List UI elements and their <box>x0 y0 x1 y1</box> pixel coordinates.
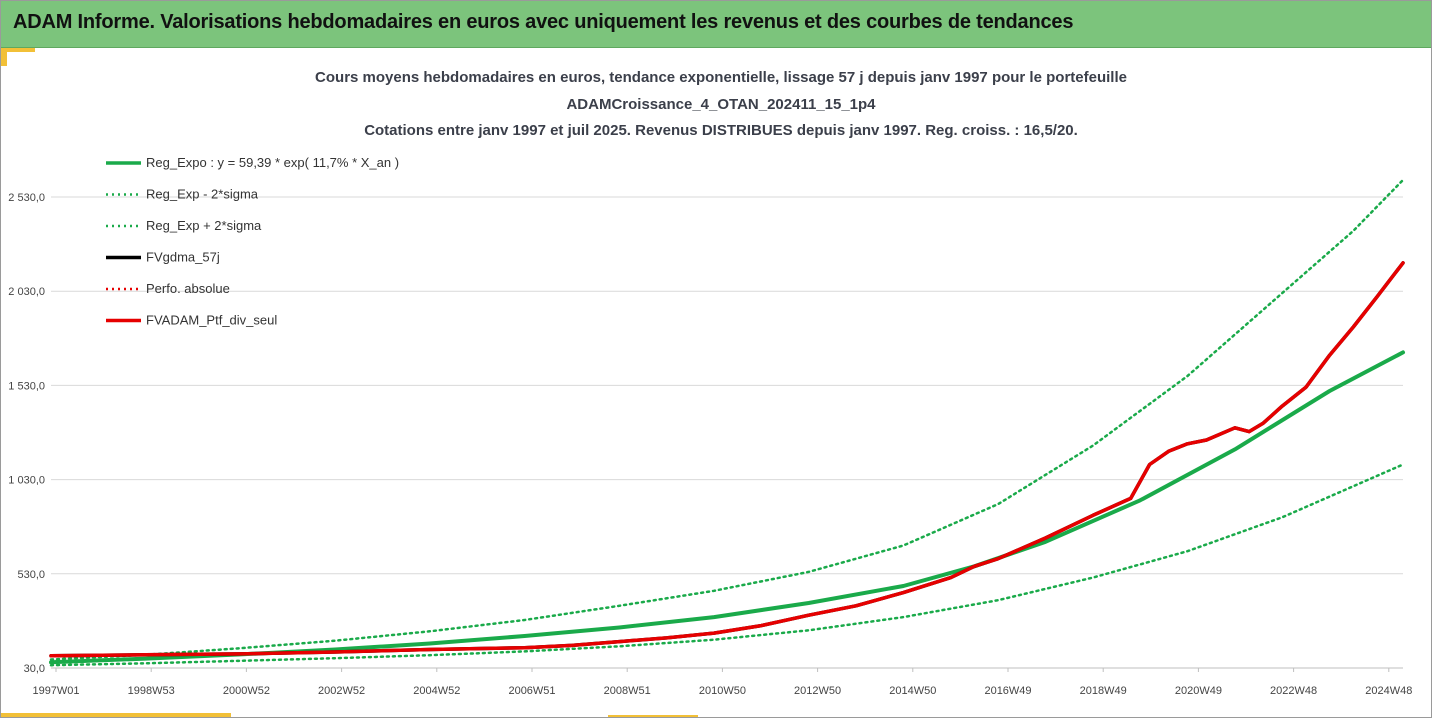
x-tick-label: 2000W52 <box>223 685 270 697</box>
x-tick-label: 1998W53 <box>128 685 175 697</box>
x-tick-label: 2014W50 <box>889 685 936 697</box>
x-tick-label: 2006W51 <box>508 685 555 697</box>
x-tick-label: 2002W52 <box>318 685 365 697</box>
legend-label: Reg_Exp - 2*sigma <box>146 187 259 202</box>
series-line-1 <box>49 350 1405 665</box>
x-tick-label: 2024W48 <box>1365 685 1412 697</box>
legend-label: Reg_Exp + 2*sigma <box>146 218 262 233</box>
series-lines <box>49 178 1405 667</box>
y-tick-label: 530,0 <box>17 569 45 581</box>
y-tick-label: 2 530,0 <box>8 192 45 204</box>
legend-label: FVADAM_Ptf_div_seul <box>146 313 277 328</box>
chart-title-line-2: ADAMCroissance_4_OTAN_202411_15_1p4 <box>566 96 876 113</box>
x-tick-label: 2004W52 <box>413 685 460 697</box>
y-axis: 30,0 530,0 1 030,0 1 530,0 2 030,0 2 530,0 <box>8 192 45 675</box>
grid-lines <box>51 196 1403 669</box>
y-tick-label: 30,0 <box>24 663 45 675</box>
y-tick-label: 1 530,0 <box>8 380 45 392</box>
accent-bar-left <box>1 48 7 66</box>
x-tick-label: 2008W51 <box>604 685 651 697</box>
series-line-6 <box>49 261 1405 658</box>
x-tick-label: 2022W48 <box>1270 685 1317 697</box>
series-line-3 <box>49 178 1405 661</box>
chart-title: Cours moyens hebdomadaires en euros, ten… <box>315 69 1127 139</box>
legend-label: Reg_Expo : y = 59,39 * exp( 11,7% * X_an… <box>146 155 399 170</box>
report-title: ADAM Informe. Valorisations hebdomadaire… <box>13 11 1074 33</box>
x-tick-label: 2010W50 <box>699 685 746 697</box>
report-banner: ADAM Informe. Valorisations hebdomadaire… <box>1 1 1431 48</box>
x-tick-label: 1997W01 <box>32 685 79 697</box>
legend-label: FVgdma_57j <box>146 250 220 265</box>
chart-title-line-3: Cotations entre janv 1997 et juil 2025. … <box>364 122 1078 139</box>
series-line-2 <box>49 463 1405 667</box>
y-tick-label: 2 030,0 <box>8 286 45 298</box>
accent-bar-bottom-left <box>1 713 231 717</box>
accent-bar-top <box>1 48 35 52</box>
y-tick-label: 1 030,0 <box>8 475 45 487</box>
x-axis: 1997W01 1998W53 2000W52 2002W52 2004W52 2006W… <box>32 668 1412 697</box>
x-tick-label: 2018W49 <box>1080 685 1127 697</box>
x-tick-label: 2012W50 <box>794 685 841 697</box>
legend-label: Perfo. absolue <box>146 281 230 296</box>
legend: Reg_Expo : y = 59,39 * exp( 11,7% * X_an… <box>106 155 399 328</box>
x-tick-label: 2020W49 <box>1175 685 1222 697</box>
x-tick-label: 2016W49 <box>984 685 1031 697</box>
chart-title-line-1: Cours moyens hebdomadaires en euros, ten… <box>315 69 1127 86</box>
accent-bar-bottom-mid <box>608 715 698 717</box>
